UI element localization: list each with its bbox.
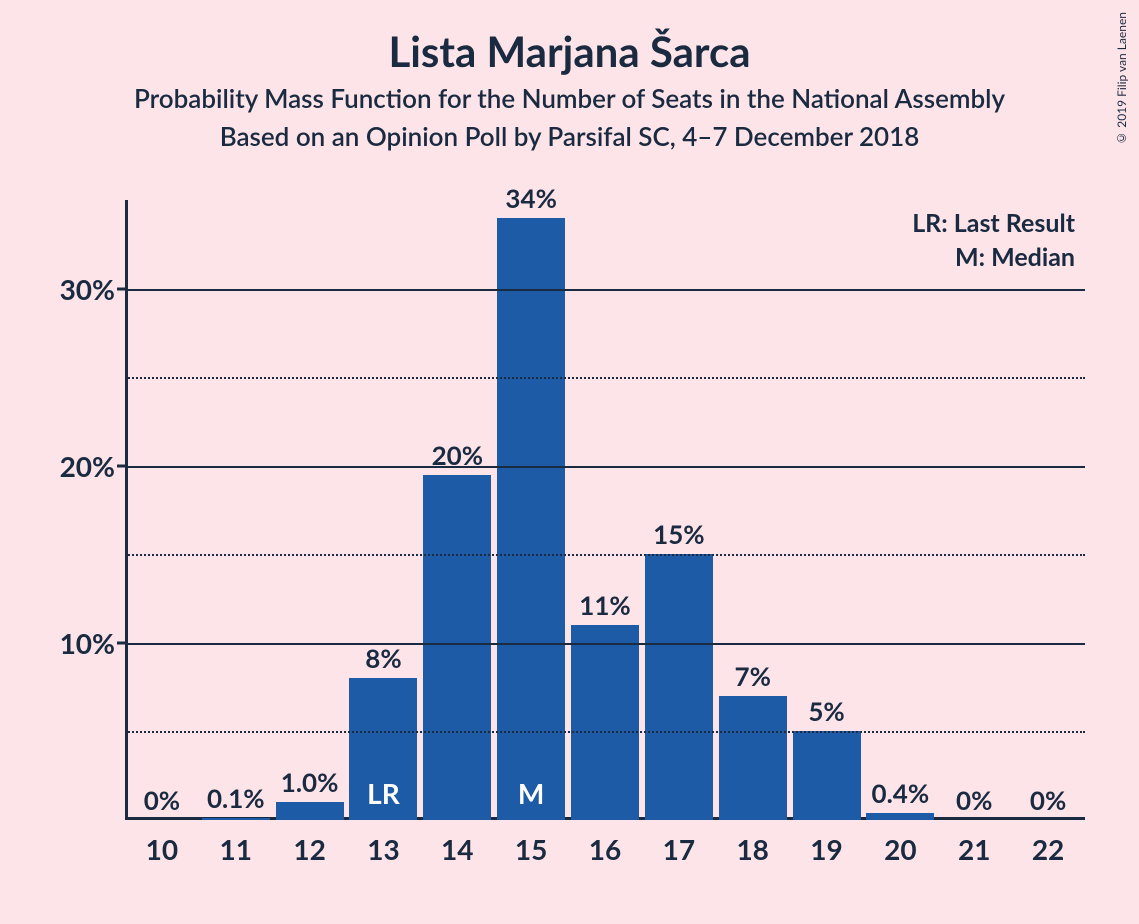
bar: 0.1% xyxy=(202,818,270,820)
y-tick-mark xyxy=(117,464,125,467)
bar-value-label: 15% xyxy=(653,518,704,550)
x-tick-label: 22 xyxy=(1032,832,1064,866)
bar: 1.0% xyxy=(276,802,344,820)
bar: 34%M xyxy=(497,218,565,820)
x-tick-label: 19 xyxy=(810,832,842,866)
chart-legend: LR: Last Result M: Median xyxy=(912,204,1075,276)
legend-lr: LR: Last Result xyxy=(912,208,1075,238)
grid-minor xyxy=(125,731,1085,733)
y-tick-mark xyxy=(117,641,125,644)
y-tick-mark xyxy=(117,287,125,290)
grid-minor xyxy=(125,377,1085,379)
chart-plot-area: 0%0.1%1.0%8%LR20%34%M11%15%7%5%0.4%0%0% … xyxy=(125,200,1085,820)
x-tick-label: 14 xyxy=(441,832,473,866)
x-tick-label: 20 xyxy=(884,832,916,866)
grid-major xyxy=(125,289,1085,291)
x-tick-label: 21 xyxy=(958,832,990,866)
y-tick-label: 20% xyxy=(60,449,115,483)
chart-container: © 2019 Filip van Laenen Lista Marjana Ša… xyxy=(0,0,1139,924)
bar-marker: M xyxy=(518,776,544,810)
bar: 8%LR xyxy=(349,678,417,820)
bar: 5% xyxy=(793,731,861,820)
legend-m: M: Median xyxy=(912,242,1075,272)
chart-subtitle-1: Probability Mass Function for the Number… xyxy=(0,82,1139,114)
bar-value-label: 0.1% xyxy=(207,782,265,814)
y-tick-label: 10% xyxy=(60,626,115,660)
bar-value-label: 11% xyxy=(579,589,630,621)
x-tick-label: 15 xyxy=(515,832,547,866)
bar-value-label: 1.0% xyxy=(281,766,339,798)
grid-major xyxy=(125,466,1085,468)
chart-titles: Lista Marjana Šarca Probability Mass Fun… xyxy=(0,18,1139,158)
x-tick-label: 18 xyxy=(736,832,768,866)
bar-value-label: 0% xyxy=(1030,784,1066,816)
grid-minor xyxy=(125,554,1085,556)
x-tick-label: 16 xyxy=(589,832,621,866)
bar: 20% xyxy=(423,475,491,820)
bar-value-label: 34% xyxy=(505,182,556,214)
bar: 15% xyxy=(645,554,713,820)
chart-title: Lista Marjana Šarca xyxy=(0,26,1139,76)
bar-value-label: 7% xyxy=(734,660,770,692)
bar-value-label: 0.4% xyxy=(872,777,930,809)
x-tick-label: 17 xyxy=(663,832,695,866)
x-tick-label: 13 xyxy=(367,832,399,866)
bar-value-label: 5% xyxy=(808,695,844,727)
grid-major xyxy=(125,643,1085,645)
bar: 0.4% xyxy=(866,813,934,820)
bars-container: 0%0.1%1.0%8%LR20%34%M11%15%7%5%0.4%0%0% xyxy=(125,200,1085,820)
bar-value-label: 8% xyxy=(365,642,401,674)
x-tick-label: 12 xyxy=(293,832,325,866)
bar: 11% xyxy=(571,625,639,820)
bar-value-label: 0% xyxy=(144,784,180,816)
x-tick-label: 10 xyxy=(146,832,178,866)
bar-value-label: 0% xyxy=(956,784,992,816)
y-tick-label: 30% xyxy=(60,272,115,306)
chart-subtitle-2: Based on an Opinion Poll by Parsifal SC,… xyxy=(0,120,1139,152)
bar-marker: LR xyxy=(367,776,400,810)
x-tick-label: 11 xyxy=(220,832,252,866)
bar: 7% xyxy=(719,696,787,820)
